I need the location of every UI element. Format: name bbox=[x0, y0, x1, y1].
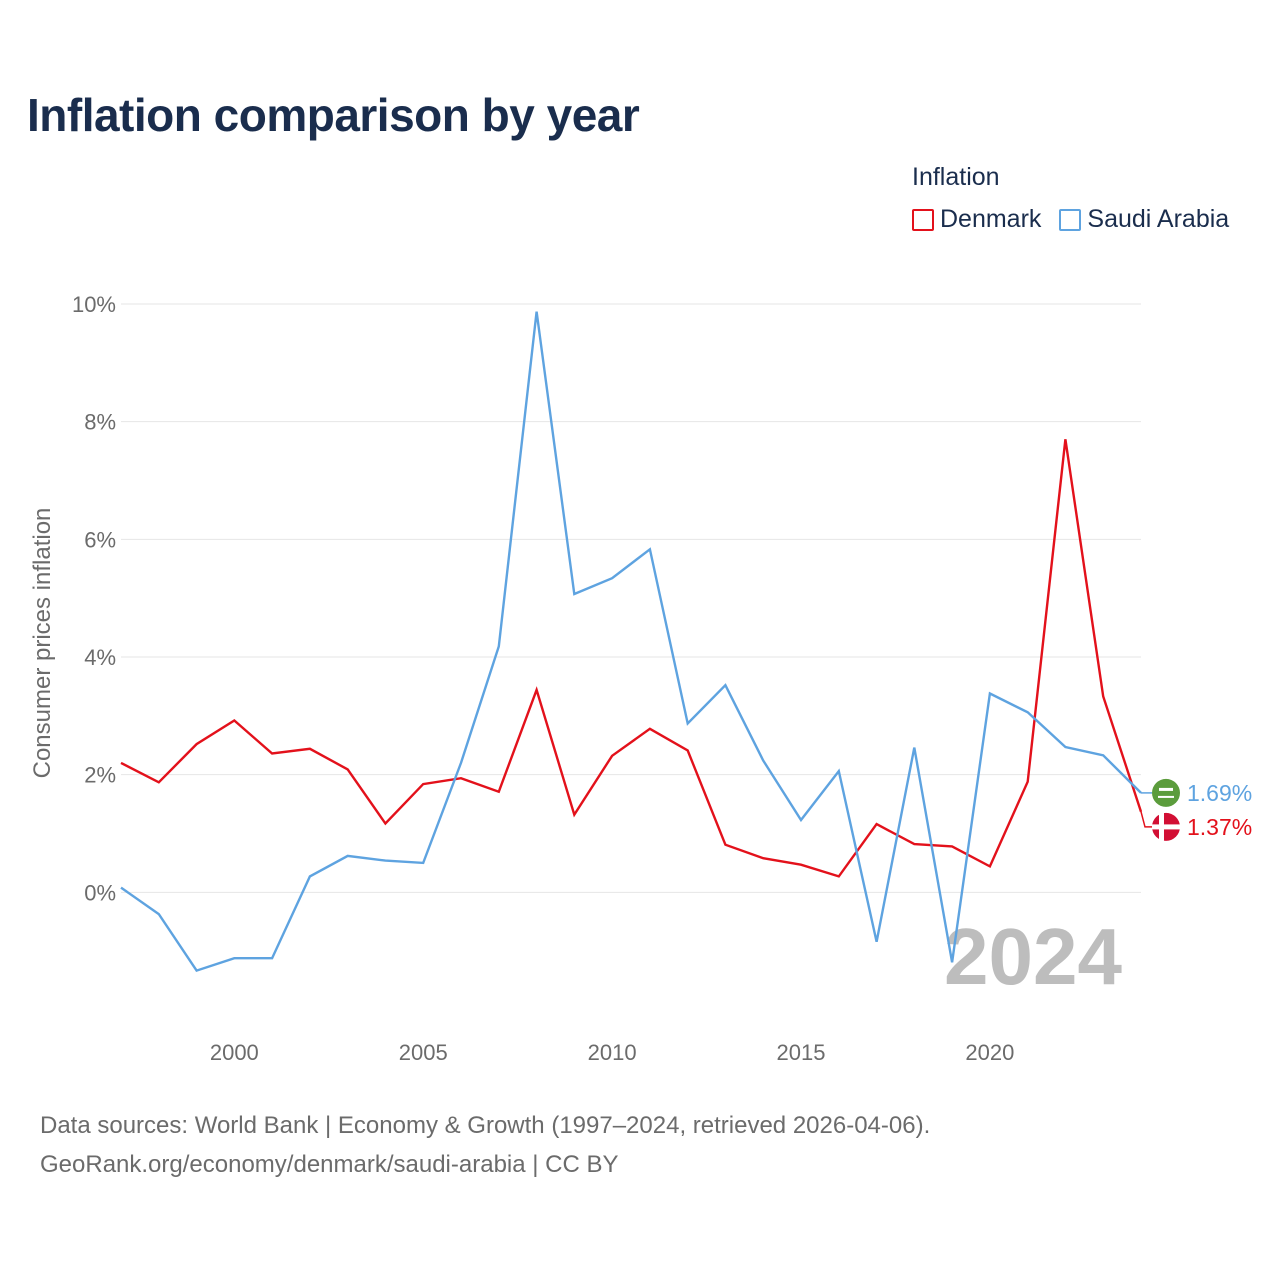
denmark-flag-icon bbox=[1152, 812, 1180, 841]
end-labels: 1.69% 1.37% bbox=[1140, 778, 1252, 841]
legend-label-saudi-arabia: Saudi Arabia bbox=[1087, 205, 1230, 233]
series-line-saudi-arabia[interactable] bbox=[120, 311, 1142, 973]
end-connector-denmark bbox=[1140, 811, 1152, 828]
chart-title: Inflation comparison by year bbox=[27, 89, 640, 141]
flag-background bbox=[1152, 778, 1180, 807]
flag-cross-horizontal bbox=[1152, 824, 1180, 830]
y-tick-label: 6% bbox=[84, 527, 116, 552]
flag-script bbox=[1159, 787, 1173, 791]
legend: Denmark Saudi Arabia bbox=[912, 205, 1247, 234]
y-tick-label: 4% bbox=[84, 645, 116, 670]
year-watermark: 2024 bbox=[944, 912, 1122, 1001]
end-label-saudi-arabia: 1.69% bbox=[1187, 780, 1252, 806]
legend-swatch-denmark bbox=[912, 208, 934, 231]
y-tick-label: 0% bbox=[84, 880, 116, 905]
data-source-line: Data sources: World Bank | Economy & Gro… bbox=[40, 1112, 931, 1139]
legend-title: Inflation bbox=[912, 163, 1000, 191]
y-tick-label: 2% bbox=[84, 763, 116, 788]
y-tick-label: 10% bbox=[72, 292, 116, 317]
legend-swatch-saudi-arabia bbox=[1059, 208, 1082, 231]
x-tick-label: 2015 bbox=[777, 1040, 826, 1065]
source-url-line[interactable]: GeoRank.org/economy/denmark/saudi-arabia… bbox=[40, 1151, 619, 1178]
footer: Data sources: World Bank | Economy & Gro… bbox=[40, 1106, 930, 1184]
legend-item-denmark[interactable]: Denmark bbox=[912, 205, 1041, 234]
series-line-denmark[interactable] bbox=[120, 439, 1143, 878]
flag-sword bbox=[1158, 795, 1174, 798]
line-chart: 0% 2% 4% 6% 8% 10% 2000 2005 2010 2015 2020 Consu… bbox=[29, 292, 1252, 1065]
y-axis-ticks: 0% 2% 4% 6% 8% 10% bbox=[72, 292, 116, 905]
legend-item-saudi-arabia[interactable]: Saudi Arabia bbox=[1059, 205, 1229, 234]
x-axis-ticks: 2000 2005 2010 2015 2020 bbox=[210, 1040, 1015, 1065]
x-tick-label: 2000 bbox=[210, 1040, 259, 1065]
x-tick-label: 2005 bbox=[399, 1040, 448, 1065]
series-lines bbox=[120, 311, 1143, 973]
end-label-denmark: 1.37% bbox=[1187, 814, 1252, 840]
y-axis-label: Consumer prices inflation bbox=[29, 508, 56, 779]
legend-label-denmark: Denmark bbox=[940, 205, 1042, 233]
x-tick-label: 2010 bbox=[588, 1040, 637, 1065]
y-tick-label: 8% bbox=[84, 410, 116, 435]
saudi-arabia-flag-icon bbox=[1152, 778, 1180, 807]
x-tick-label: 2020 bbox=[965, 1040, 1014, 1065]
gridlines bbox=[121, 303, 1141, 893]
